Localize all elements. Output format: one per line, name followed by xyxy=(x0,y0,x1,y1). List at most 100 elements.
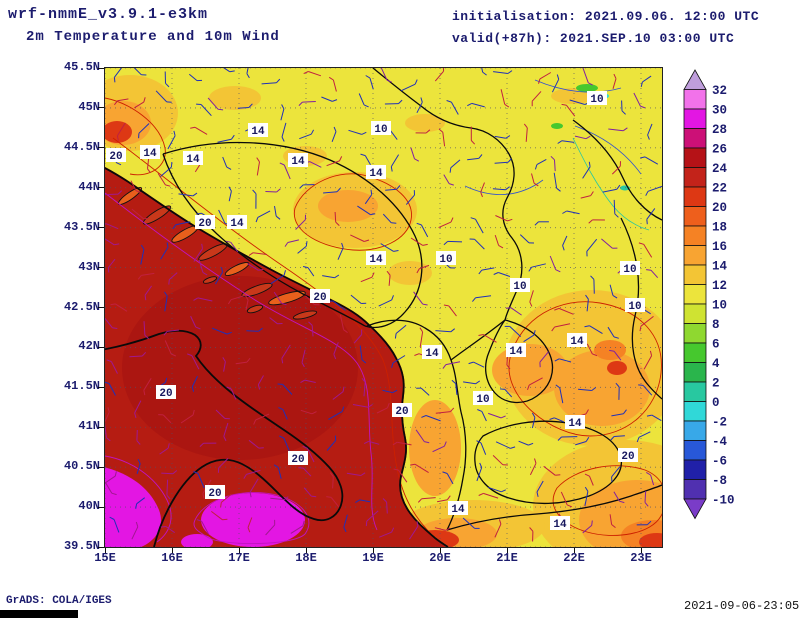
wind-vector xyxy=(554,159,556,172)
contour-label-box xyxy=(140,145,160,159)
contour-label-box xyxy=(567,333,587,347)
wind-vector xyxy=(136,497,146,505)
wind-vector xyxy=(159,166,172,178)
wind-vector-barb xyxy=(167,443,170,449)
wind-vector-barb xyxy=(442,471,448,474)
wind-vector-barb xyxy=(556,187,561,192)
wind-vector-barb xyxy=(252,189,257,195)
wind-vector-barb xyxy=(588,82,593,86)
wind-vector-barb xyxy=(476,440,482,444)
wind-vector-barb xyxy=(249,492,252,498)
wind-vector-barb xyxy=(394,333,397,339)
wind-vector-barb xyxy=(202,493,205,499)
contour-label-box xyxy=(473,391,493,405)
wind-vector-barb xyxy=(370,213,376,216)
wind-vector-barb xyxy=(585,135,591,140)
wind-vector-barb xyxy=(536,491,539,497)
wind-vector xyxy=(237,107,249,109)
lon-tick-mark xyxy=(238,547,240,553)
wind-vector-barb xyxy=(478,334,484,336)
wind-vector-barb xyxy=(192,192,198,197)
wind-vector xyxy=(474,238,485,250)
wind-vector-barb xyxy=(416,268,420,274)
wind-vector xyxy=(558,307,574,315)
wind-vector xyxy=(218,209,226,224)
wind-vector xyxy=(207,97,219,110)
wind-vector xyxy=(193,248,203,262)
colorbar-cell xyxy=(683,167,707,188)
lat-tick-mark xyxy=(98,386,105,388)
contour-label-box xyxy=(183,151,203,165)
wind-vector-barb xyxy=(165,82,170,88)
wind-vector-barb xyxy=(493,272,499,275)
wind-vector-barb xyxy=(220,502,222,508)
wind-vector xyxy=(332,79,337,92)
wind-vector-barb xyxy=(164,377,168,383)
colorbar-value-label: 30 xyxy=(712,104,727,118)
contour-label: 14 xyxy=(448,501,468,516)
wind-vector xyxy=(559,358,572,363)
wind-vector xyxy=(337,247,344,260)
wind-vector xyxy=(303,487,312,497)
wind-vector xyxy=(413,291,424,305)
country-border xyxy=(572,119,662,221)
wind-vector xyxy=(494,523,502,538)
contour-label-box xyxy=(371,121,391,135)
wind-vector-barb xyxy=(341,406,345,412)
wind-vector-barb xyxy=(273,464,279,468)
wind-vector xyxy=(536,480,544,493)
colorbar-cell xyxy=(683,69,707,90)
colorbar-cell xyxy=(683,381,707,402)
wind-vector-barb xyxy=(445,527,451,531)
contour-label: 14 xyxy=(140,145,160,160)
wind-vector-barb xyxy=(640,156,646,159)
wind-vector xyxy=(223,361,226,372)
wind-vector-barb xyxy=(425,129,431,134)
wind-vector-barb xyxy=(636,437,640,443)
wind-vector-barb xyxy=(363,104,369,108)
wind-vector xyxy=(531,173,535,184)
wind-vector xyxy=(455,383,458,395)
wind-vector-barb xyxy=(477,409,483,412)
wind-vector-barb xyxy=(417,498,423,503)
wind-vector-barb xyxy=(187,353,193,357)
colorbar-value-label: 12 xyxy=(712,279,727,293)
wind-vector-barb xyxy=(300,379,306,384)
wind-vector-barb xyxy=(281,136,285,142)
wind-vector-barb xyxy=(141,351,147,357)
contour-label: 14 xyxy=(288,153,308,168)
contour-label: 10 xyxy=(473,391,493,406)
wind-vector-barb xyxy=(561,103,567,106)
lat-tick-mark xyxy=(98,466,105,468)
wind-vector xyxy=(326,440,336,451)
contour-label-text: 20 xyxy=(208,488,221,500)
wind-vector-barb xyxy=(368,404,373,408)
creation-timestamp: 2021-09-06-23:05 xyxy=(684,599,800,613)
wind-vector-barb xyxy=(591,520,593,526)
wind-vector-barb xyxy=(166,494,171,500)
wind-vector xyxy=(432,445,445,453)
wind-vector xyxy=(392,355,406,364)
wind-vector xyxy=(299,133,312,140)
wind-vector xyxy=(494,161,509,164)
wind-vector xyxy=(256,161,260,176)
wind-vector-barb xyxy=(448,183,454,186)
country-border xyxy=(366,319,462,413)
colorbar-cell xyxy=(683,225,707,246)
wind-vector xyxy=(646,208,656,220)
wind-vector xyxy=(215,409,226,419)
wind-vector-barb xyxy=(554,307,560,311)
wind-vector-barb xyxy=(475,380,481,385)
wind-vector xyxy=(363,382,366,397)
wind-vector xyxy=(247,517,253,528)
wind-vector-barb xyxy=(416,521,419,527)
wind-vector-barb xyxy=(199,442,204,447)
wind-vector xyxy=(265,191,277,193)
wind-vector-barb xyxy=(584,325,590,328)
colorbar-cell xyxy=(683,342,707,363)
wind-vector-barb xyxy=(144,295,147,301)
wind-vector-barb xyxy=(255,217,259,223)
wind-vector xyxy=(281,344,291,359)
wind-vector xyxy=(386,501,388,514)
wind-vector xyxy=(368,440,380,445)
